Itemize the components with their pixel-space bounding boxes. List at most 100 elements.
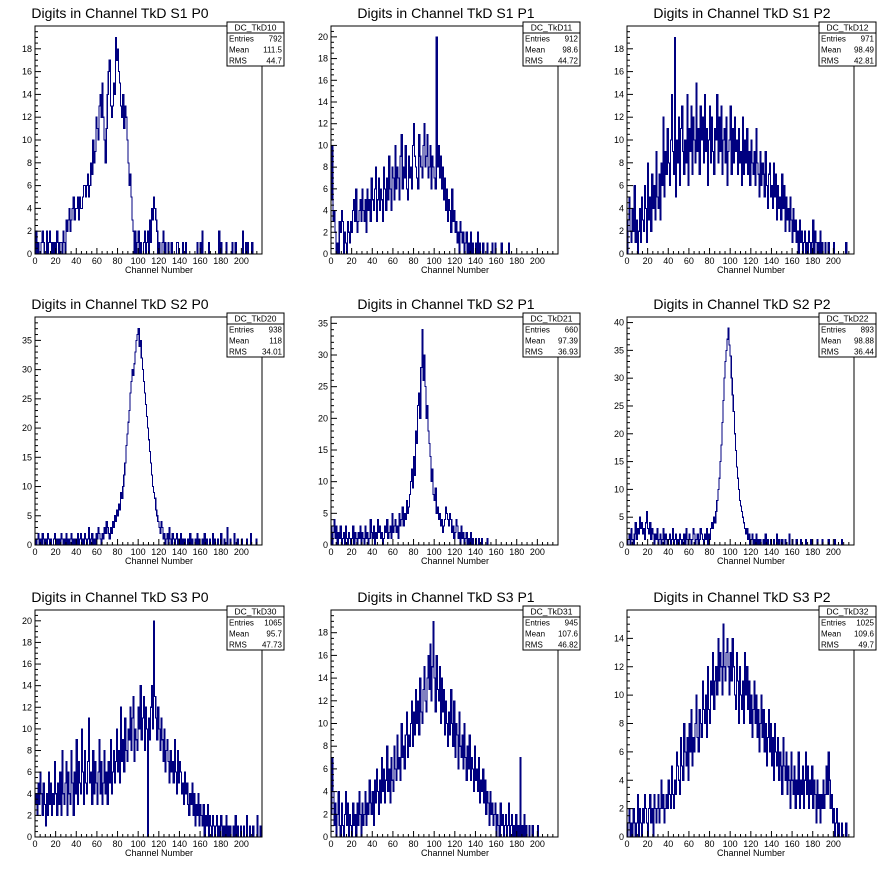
histogram-panel-3: Digits in Channel TkD S1 P20 20 40 60 80 100 1… bbox=[614, 5, 877, 275]
x-tick-label: 180 bbox=[805, 256, 820, 266]
y-tick-label: 4 bbox=[619, 203, 624, 213]
x-tick-label: 20 bbox=[51, 839, 61, 849]
y-tick-label: 10 bbox=[318, 140, 328, 150]
x-tick-label: 180 bbox=[509, 839, 524, 849]
stats-histogram-name: DC_TkD10 bbox=[234, 23, 276, 33]
x-tick-label: 20 bbox=[347, 839, 357, 849]
y-tick-label: 10 bbox=[22, 482, 32, 492]
x-tick-label: 60 bbox=[92, 256, 102, 266]
stats-value: 971 bbox=[861, 35, 875, 44]
y-tick-label: 0 bbox=[27, 249, 32, 259]
stats-value: 107.6 bbox=[558, 630, 579, 639]
x-tick-label: 180 bbox=[509, 256, 524, 266]
stats-label: RMS bbox=[525, 57, 543, 66]
stats-label: RMS bbox=[229, 348, 247, 357]
chart-title: Digits in Channel TkD S2 P2 bbox=[653, 296, 830, 312]
x-tick-label: 160 bbox=[785, 547, 800, 557]
y-tick-label: 20 bbox=[318, 413, 328, 423]
y-tick-label: 0 bbox=[323, 249, 328, 259]
x-tick-label: 20 bbox=[347, 547, 357, 557]
histogram-panel-1: Digits in Channel TkD S1 P00 20 40 60 80 100 1… bbox=[22, 5, 285, 275]
x-tick-label: 180 bbox=[213, 256, 228, 266]
y-tick-label: 35 bbox=[22, 335, 32, 345]
histogram-series bbox=[34, 328, 258, 546]
y-tick-label: 20 bbox=[22, 423, 32, 433]
y-tick-label: 2 bbox=[619, 226, 624, 236]
stats-box-frame bbox=[522, 312, 581, 358]
y-tick-label: 15 bbox=[22, 452, 32, 462]
histogram-panel-7: Digits in Channel TkD S3 P00 20 40 60 80 100 1… bbox=[22, 589, 285, 858]
x-tick-label: 120 bbox=[447, 256, 462, 266]
stats-value: 938 bbox=[269, 326, 283, 335]
stats-value: 118 bbox=[269, 337, 282, 346]
x-tick-label: 100 bbox=[131, 839, 146, 849]
y-tick-label: 14 bbox=[614, 89, 624, 99]
x-tick-label: 200 bbox=[826, 839, 841, 849]
y-tick-label: 0 bbox=[619, 249, 624, 259]
stats-histogram-name: DC_TkD12 bbox=[826, 23, 868, 33]
y-tick-label: 8 bbox=[27, 746, 32, 756]
x-axis-title: Channel Number bbox=[125, 556, 193, 566]
stats-value: 36.44 bbox=[854, 348, 875, 357]
x-tick-label: 40 bbox=[663, 256, 673, 266]
stats-label: Mean bbox=[525, 630, 545, 639]
y-tick-label: 15 bbox=[614, 457, 624, 467]
x-tick-label: 120 bbox=[151, 256, 166, 266]
x-tick-label: 140 bbox=[468, 547, 483, 557]
y-tick-label: 4 bbox=[27, 789, 32, 799]
y-tick-label: 2 bbox=[27, 810, 32, 820]
x-tick-label: 80 bbox=[705, 839, 715, 849]
y-tick-label: 30 bbox=[318, 350, 328, 360]
x-tick-label: 80 bbox=[705, 547, 715, 557]
x-tick-label: 160 bbox=[489, 839, 504, 849]
y-tick-label: 20 bbox=[22, 616, 32, 626]
x-tick-label: 140 bbox=[172, 547, 187, 557]
stats-box-frame bbox=[522, 21, 581, 67]
stats-label: RMS bbox=[821, 57, 839, 66]
x-tick-label: 100 bbox=[723, 547, 738, 557]
x-tick-label: 120 bbox=[151, 839, 166, 849]
x-tick-label: 120 bbox=[447, 547, 462, 557]
y-tick-label: 0 bbox=[619, 540, 624, 550]
x-tick-label: 160 bbox=[193, 256, 208, 266]
x-tick-label: 200 bbox=[530, 839, 545, 849]
stats-value: 44.7 bbox=[266, 57, 282, 66]
y-tick-label: 12 bbox=[318, 696, 328, 706]
stats-value: 44.72 bbox=[558, 57, 579, 66]
histogram-series bbox=[627, 36, 850, 255]
x-tick-label: 120 bbox=[743, 256, 758, 266]
x-tick-label: 40 bbox=[663, 839, 673, 849]
x-tick-label: 120 bbox=[447, 839, 462, 849]
stats-label: Entries bbox=[821, 326, 846, 335]
x-tick-label: 20 bbox=[643, 547, 653, 557]
chart-title: Digits in Channel TkD S3 P0 bbox=[31, 589, 208, 605]
x-tick-label: 180 bbox=[805, 547, 820, 557]
stats-value: 98.49 bbox=[854, 46, 875, 55]
y-tick-label: 4 bbox=[323, 787, 328, 797]
x-tick-label: 120 bbox=[743, 547, 758, 557]
x-tick-label: 20 bbox=[643, 839, 653, 849]
x-tick-label: 100 bbox=[723, 256, 738, 266]
y-tick-label: 8 bbox=[619, 158, 624, 168]
stats-box-frame bbox=[818, 312, 877, 358]
stats-box: DC_TkD21 Entries 660 Mean 97.39 RMS 36.93 bbox=[522, 312, 581, 358]
stats-value: 792 bbox=[269, 35, 283, 44]
x-tick-label: 0 bbox=[32, 256, 37, 266]
y-tick-label: 2 bbox=[323, 227, 328, 237]
y-tick-label: 8 bbox=[27, 158, 32, 168]
y-tick-label: 20 bbox=[318, 32, 328, 42]
histogram-panel-2: Digits in Channel TkD S1 P10 20 40 60 80 100 1… bbox=[318, 5, 581, 275]
stats-box: DC_TkD22 Entries 893 Mean 98.88 RMS 36.44 bbox=[818, 312, 877, 358]
stats-label: Entries bbox=[229, 326, 254, 335]
x-tick-label: 140 bbox=[172, 839, 187, 849]
x-tick-label: 40 bbox=[367, 256, 377, 266]
stats-label: Entries bbox=[821, 619, 846, 628]
stats-value: 1065 bbox=[264, 619, 282, 628]
x-tick-label: 120 bbox=[151, 547, 166, 557]
y-tick-label: 12 bbox=[614, 112, 624, 122]
x-axis-title: Channel Number bbox=[717, 848, 785, 858]
stats-histogram-name: DC_TkD31 bbox=[530, 607, 572, 617]
x-axis-title: Channel Number bbox=[717, 265, 785, 275]
x-tick-label: 60 bbox=[684, 547, 694, 557]
